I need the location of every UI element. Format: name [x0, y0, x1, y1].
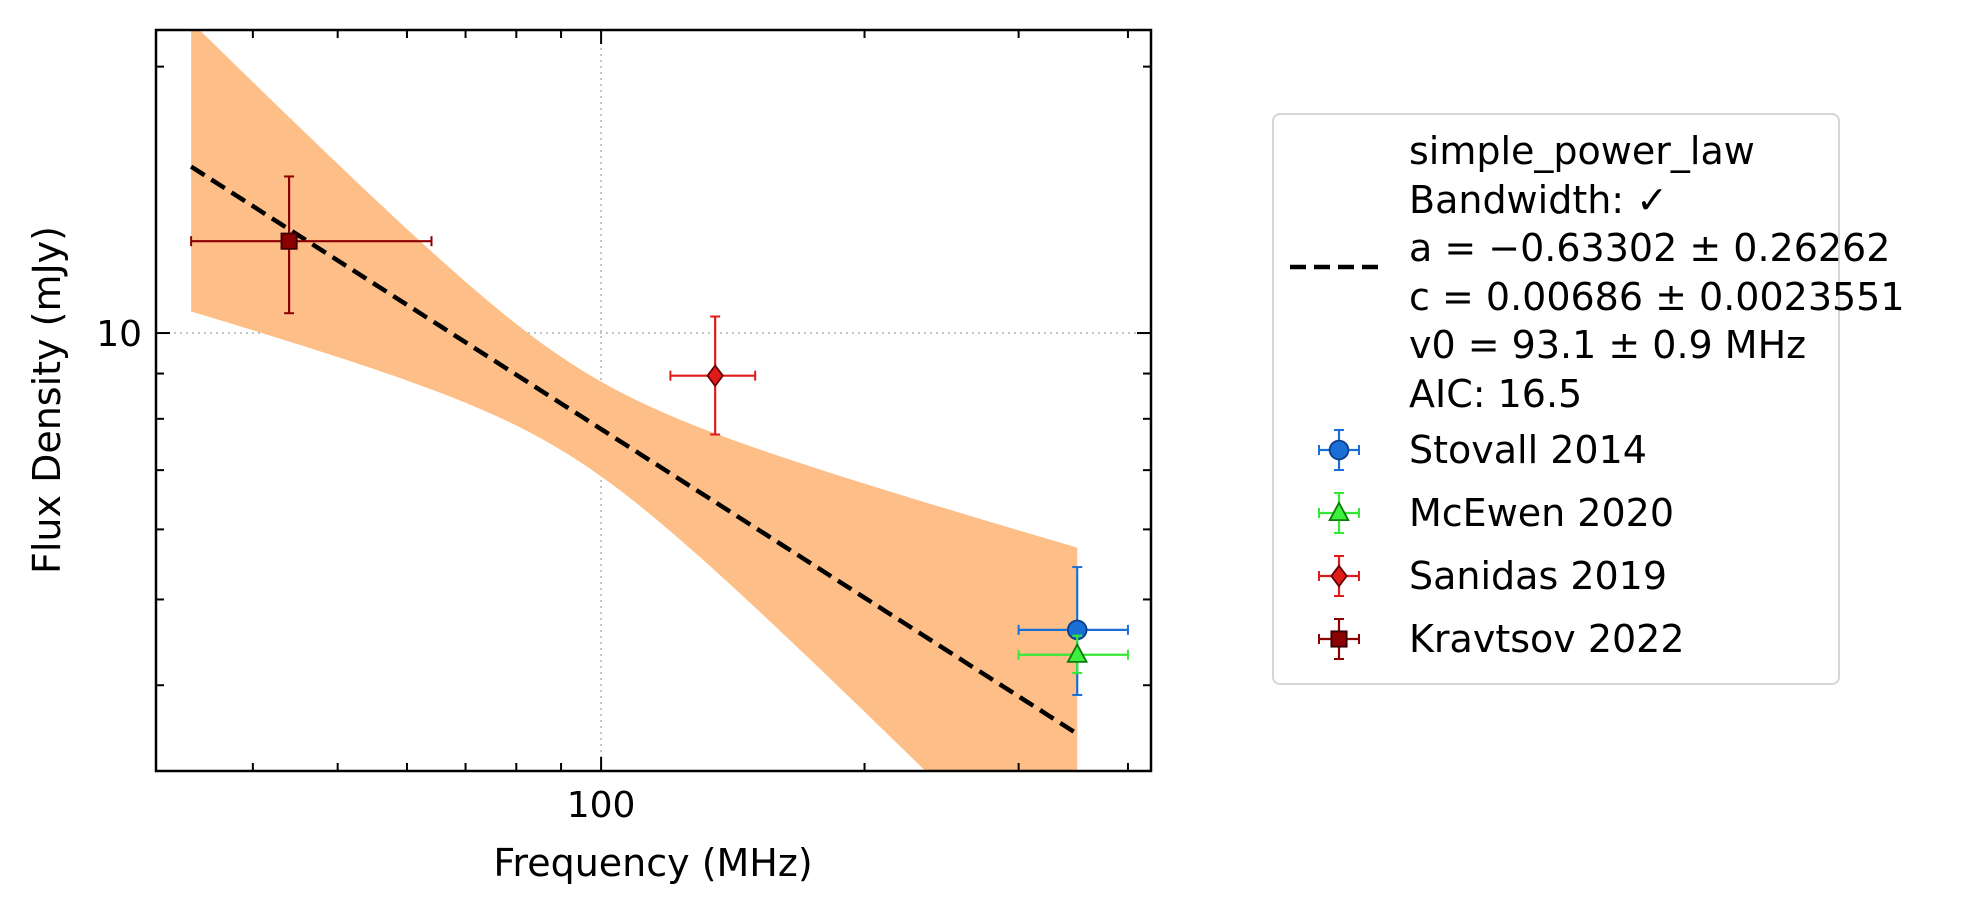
point-marker: [1066, 642, 1089, 663]
y-tick-label: 10: [96, 314, 142, 355]
legend-marker: [1328, 439, 1350, 461]
legend-handle-kravtsov: [1318, 618, 1360, 660]
legend-handle-sanidas: [1318, 555, 1360, 597]
axis-ticks: [156, 30, 1151, 771]
data-point: [190, 175, 433, 315]
data-point: [669, 315, 757, 436]
y-axis-label: Flux Density (mJy): [25, 226, 69, 574]
fit-line: [189, 164, 1079, 736]
data-point: [1017, 634, 1129, 674]
legend-fit-line: v0 = 93.1 ± 0.9 MHz: [1409, 323, 1807, 367]
legend-fit-line: AIC: 16.5: [1409, 371, 1583, 416]
legend-label: Stovall 2014: [1409, 428, 1647, 472]
fit-confidence-band: [191, 30, 1078, 771]
legend-handle-stovall: [1318, 429, 1360, 471]
legend-handle-mcewen: [1318, 492, 1360, 534]
legend-fit-line: Bandwidth: ✓: [1409, 177, 1669, 222]
tick-labels: 100 10: [96, 314, 635, 826]
point-marker: [280, 232, 298, 250]
legend-label: Sanidas 2019: [1409, 554, 1668, 598]
legend-marker: [1330, 630, 1348, 648]
legend-label: McEwen 2020: [1409, 491, 1675, 535]
legend-fit-line: simple_power_law: [1409, 129, 1755, 173]
point-marker: [706, 363, 724, 388]
plot-frame: [154, 28, 1153, 773]
data-points: [190, 175, 1129, 696]
legend-fit-line: c = 0.00686 ± 0.0023551: [1409, 274, 1905, 319]
legend-marker: [1328, 500, 1350, 522]
legend-fit-text: simple_power_law Bandwidth: ✓ a = −0.633…: [1409, 127, 1905, 418]
legend-handle-fit: [1290, 264, 1382, 270]
x-axis-label: Frequency (MHz): [493, 841, 812, 885]
legend-label: Kravtsov 2022: [1409, 617, 1685, 661]
x-tick-label: 100: [567, 785, 636, 826]
legend-fit-line: a = −0.63302 ± 0.26262: [1409, 226, 1891, 270]
grid-lines: [156, 30, 1151, 771]
data-point: [1017, 566, 1129, 696]
legend-marker: [1330, 564, 1348, 588]
legend: simple_power_law Bandwidth: ✓ a = −0.633…: [1272, 113, 1905, 685]
